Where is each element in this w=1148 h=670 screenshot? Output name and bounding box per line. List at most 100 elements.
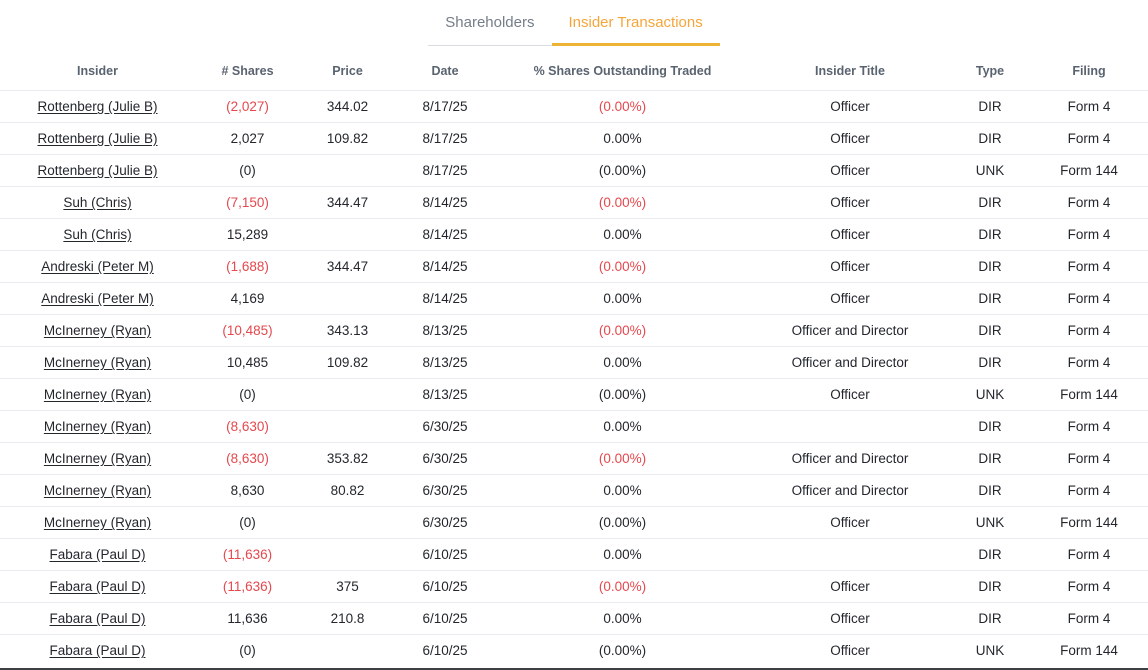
insider-cell: McInerney (Ryan)	[0, 443, 195, 475]
insider-link[interactable]: Suh (Chris)	[63, 227, 132, 242]
insider-link[interactable]: Fabara (Paul D)	[49, 611, 146, 626]
pct-shares-traded-cell: (0.00%)	[598, 195, 647, 210]
insider-link[interactable]: McInerney (Ryan)	[43, 515, 152, 530]
date-cell: 8/17/25	[422, 99, 468, 114]
insider-link[interactable]: McInerney (Ryan)	[43, 323, 152, 338]
table-row: Andreski (Peter M) (1,688) 344.47 8/14/25 (0…	[0, 250, 1148, 283]
insider-link[interactable]: Fabara (Paul D)	[49, 579, 146, 594]
date-cell: 6/30/25	[422, 451, 468, 466]
price-cell: 343.13	[326, 323, 369, 338]
date-cell: 6/10/25	[422, 643, 468, 659]
bottom-section-divider	[0, 668, 1148, 670]
column-header-shares: # Shares	[221, 64, 274, 78]
pct-shares-traded-cell: (0.00%)	[598, 387, 647, 402]
tab-insider-transactions[interactable]: Insider Transactions	[551, 0, 720, 46]
shares-cell: 2,027	[230, 131, 265, 146]
price-cell	[300, 539, 395, 571]
shares-cell: 8,630	[230, 483, 265, 498]
pct-shares-traded-cell: (0.00%)	[598, 259, 647, 274]
insider-link[interactable]: Rottenberg (Julie B)	[37, 163, 158, 178]
table-row: McInerney (Ryan) (8,630) 353.82 6/30/25 (0.0…	[0, 442, 1148, 475]
insider-title-cell: Officer	[830, 195, 870, 210]
price-cell: 80.82	[330, 483, 365, 498]
insider-title-cell: Officer	[830, 611, 870, 626]
date-cell: 6/10/25	[422, 611, 468, 626]
filing-cell: Form 4	[1067, 259, 1111, 274]
insider-link[interactable]: Fabara (Paul D)	[49, 643, 146, 659]
insider-link[interactable]: McInerney (Ryan)	[43, 387, 152, 402]
insider-cell: Suh (Chris)	[0, 187, 195, 219]
insider-link[interactable]: McInerney (Ryan)	[43, 451, 152, 466]
pct-shares-traded-cell: (0.00%)	[598, 451, 647, 466]
column-header-date: Date	[431, 64, 459, 78]
type-cell: DIR	[978, 611, 1002, 626]
column-header-price: Price	[332, 64, 363, 78]
insider-cell: McInerney (Ryan)	[0, 315, 195, 347]
pct-shares-traded-cell: 0.00%	[603, 547, 642, 562]
date-cell: 8/17/25	[422, 131, 468, 146]
filing-cell: Form 4	[1067, 355, 1111, 370]
insider-link[interactable]: Fabara (Paul D)	[49, 547, 146, 562]
type-cell: DIR	[978, 195, 1002, 210]
filing-cell: Form 4	[1067, 611, 1111, 626]
insider-link[interactable]: McInerney (Ryan)	[43, 355, 152, 370]
type-cell: UNK	[975, 643, 1005, 659]
pct-shares-traded-cell: (0.00%)	[598, 515, 647, 530]
shares-cell: (0)	[239, 387, 256, 402]
type-cell: UNK	[975, 515, 1005, 530]
insider-cell: Suh (Chris)	[0, 219, 195, 251]
filing-cell: Form 4	[1067, 323, 1111, 338]
shares-cell: 10,485	[226, 355, 269, 370]
insider-link[interactable]: Andreski (Peter M)	[41, 291, 154, 306]
shares-cell: 15,289	[226, 227, 269, 242]
insider-cell: McInerney (Ryan)	[0, 475, 195, 507]
pct-shares-traded-cell: 0.00%	[603, 611, 642, 626]
tab-bar: Shareholders Insider Transactions	[0, 0, 1148, 46]
insider-title-cell: Officer	[830, 291, 870, 306]
shares-cell: (10,485)	[222, 323, 273, 338]
type-cell: DIR	[978, 579, 1002, 594]
insider-title-cell: Officer and Director	[791, 323, 909, 338]
insider-title-cell: Officer	[830, 579, 870, 594]
insider-link[interactable]: McInerney (Ryan)	[43, 419, 152, 434]
shares-cell: (11,636)	[222, 579, 273, 594]
column-header-filing: Filing	[1072, 64, 1106, 78]
insider-link[interactable]: McInerney (Ryan)	[43, 483, 152, 498]
table-row: McInerney (Ryan) (0) 8/13/25 (0.00%) Officer…	[0, 378, 1148, 411]
table-row: McInerney (Ryan) (0) 6/30/25 (0.00%) Officer…	[0, 506, 1148, 539]
shares-cell: (0)	[239, 163, 256, 178]
filing-cell: Form 4	[1067, 131, 1111, 146]
insider-title-cell: Officer	[830, 643, 870, 659]
insider-title-cell	[750, 539, 950, 571]
date-cell: 8/17/25	[422, 163, 468, 178]
column-header-type: Type	[975, 64, 1005, 78]
price-cell	[300, 219, 395, 251]
insider-link[interactable]: Rottenberg (Julie B)	[37, 99, 158, 114]
insider-link[interactable]: Andreski (Peter M)	[41, 259, 154, 274]
filing-cell: Form 4	[1067, 291, 1111, 306]
insider-cell: Fabara (Paul D)	[0, 635, 195, 667]
insider-cell: McInerney (Ryan)	[0, 379, 195, 411]
price-cell: 109.82	[326, 131, 369, 146]
filing-cell: Form 144	[1060, 515, 1118, 530]
date-cell: 8/14/25	[422, 259, 468, 274]
table-row: McInerney (Ryan) (10,485) 343.13 8/13/25 (0.…	[0, 314, 1148, 347]
table-row: Fabara (Paul D) 11,636 210.8 6/10/25 0.00% Of…	[0, 602, 1148, 635]
insider-cell: Fabara (Paul D)	[0, 571, 195, 603]
shares-cell: (2,027)	[226, 99, 269, 114]
price-cell	[300, 155, 395, 187]
type-cell: UNK	[975, 387, 1005, 402]
table-row: Rottenberg (Julie B) 2,027 109.82 8/17/25 0.…	[0, 122, 1148, 155]
insider-cell: Rottenberg (Julie B)	[0, 155, 195, 187]
filing-cell: Form 4	[1067, 195, 1111, 210]
insider-title-cell	[750, 411, 950, 443]
date-cell: 8/14/25	[422, 195, 468, 210]
insider-link[interactable]: Rottenberg (Julie B)	[37, 131, 158, 146]
filing-cell: Form 144	[1060, 163, 1118, 178]
type-cell: DIR	[978, 291, 1002, 306]
insider-link[interactable]: Suh (Chris)	[63, 195, 132, 210]
insider-title-cell: Officer	[830, 387, 870, 402]
type-cell: DIR	[978, 355, 1002, 370]
pct-shares-traded-cell: 0.00%	[603, 483, 642, 498]
tab-shareholders[interactable]: Shareholders	[428, 0, 552, 46]
